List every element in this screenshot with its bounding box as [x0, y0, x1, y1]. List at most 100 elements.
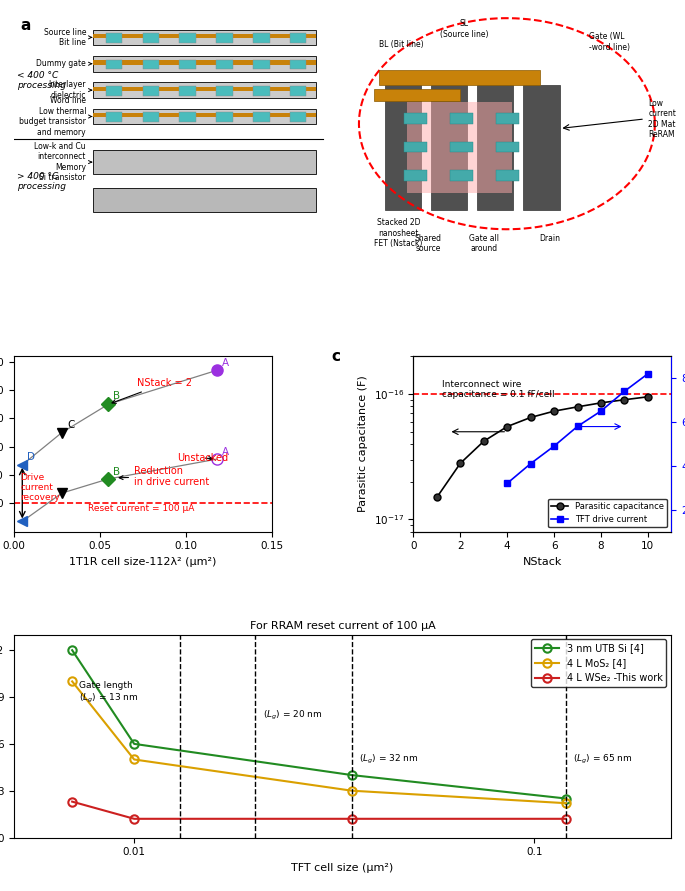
Text: c: c	[331, 349, 340, 364]
4 L WSe₂ -This work	[562, 813, 570, 824]
Text: B: B	[114, 467, 121, 478]
4 L WSe₂ -This work	[68, 797, 76, 807]
Line: 3 nm UTB Si [4]: 3 nm UTB Si [4]	[68, 646, 570, 803]
FancyBboxPatch shape	[253, 86, 269, 95]
X-axis label: NStack: NStack	[523, 557, 562, 567]
3 nm UTB Si [4]	[562, 793, 570, 804]
FancyBboxPatch shape	[379, 69, 540, 86]
FancyBboxPatch shape	[92, 113, 316, 118]
FancyBboxPatch shape	[290, 33, 306, 43]
FancyBboxPatch shape	[449, 170, 473, 181]
Legend: 3 nm UTB Si [4], 4 L MoS₂ [4], 4 L WSe₂ -This work: 3 nm UTB Si [4], 4 L MoS₂ [4], 4 L WSe₂ …	[531, 640, 667, 687]
3 nm UTB Si [4]	[68, 645, 76, 656]
Text: Interconnect wire
capacitance = 0.1 fF/cell: Interconnect wire capacitance = 0.1 fF/c…	[442, 380, 554, 399]
FancyBboxPatch shape	[105, 33, 122, 43]
FancyBboxPatch shape	[92, 109, 316, 125]
FancyBboxPatch shape	[216, 86, 233, 95]
3 nm UTB Si [4]	[348, 770, 356, 781]
FancyBboxPatch shape	[290, 86, 306, 95]
FancyBboxPatch shape	[142, 33, 159, 43]
FancyBboxPatch shape	[290, 112, 306, 122]
FancyBboxPatch shape	[179, 86, 196, 95]
FancyBboxPatch shape	[403, 113, 427, 124]
X-axis label: 1T1R cell size-112λ² (μm²): 1T1R cell size-112λ² (μm²)	[69, 557, 216, 567]
Text: Reduction
in drive current: Reduction in drive current	[119, 466, 210, 487]
FancyBboxPatch shape	[253, 33, 269, 43]
Text: Reset current = 100 μA: Reset current = 100 μA	[88, 504, 194, 513]
4 L WSe₂ -This work	[348, 813, 356, 824]
Text: Dummy gate: Dummy gate	[36, 59, 92, 69]
FancyBboxPatch shape	[179, 60, 196, 69]
Text: A: A	[222, 357, 229, 368]
Line: 4 L WSe₂ -This work: 4 L WSe₂ -This work	[68, 797, 570, 823]
Text: Stacked 2D
nanosheet
FET (Nstack): Stacked 2D nanosheet FET (Nstack)	[374, 218, 423, 249]
4 L MoS₂ [4]	[562, 797, 570, 808]
X-axis label: TFT cell size (μm²): TFT cell size (μm²)	[291, 862, 394, 873]
Text: C: C	[67, 420, 75, 429]
FancyBboxPatch shape	[92, 82, 316, 98]
Text: B: B	[114, 391, 121, 402]
Text: Drain: Drain	[539, 234, 560, 243]
Text: Shared
source: Shared source	[414, 234, 442, 253]
FancyBboxPatch shape	[105, 112, 122, 122]
FancyBboxPatch shape	[374, 89, 460, 101]
Text: Gate all
around: Gate all around	[469, 234, 499, 253]
Text: Word line
Low thermal
budget transistor
and memory: Word line Low thermal budget transistor …	[19, 96, 92, 136]
FancyBboxPatch shape	[496, 170, 519, 181]
FancyBboxPatch shape	[92, 189, 316, 212]
FancyBboxPatch shape	[407, 102, 512, 193]
4 L MoS₂ [4]	[68, 676, 76, 687]
Text: Gate (WL
-word line): Gate (WL -word line)	[589, 32, 630, 52]
FancyBboxPatch shape	[92, 150, 316, 174]
FancyBboxPatch shape	[449, 113, 473, 124]
FancyBboxPatch shape	[92, 34, 316, 38]
FancyBboxPatch shape	[477, 86, 514, 210]
Text: Unstacked: Unstacked	[177, 453, 228, 462]
FancyBboxPatch shape	[179, 33, 196, 43]
Text: $(L_g)$ = 20 nm: $(L_g)$ = 20 nm	[263, 709, 323, 723]
4 L MoS₂ [4]	[348, 785, 356, 796]
FancyBboxPatch shape	[105, 86, 122, 95]
Text: Source line
Bit line: Source line Bit line	[44, 28, 92, 47]
FancyBboxPatch shape	[142, 60, 159, 69]
FancyBboxPatch shape	[523, 86, 560, 210]
FancyBboxPatch shape	[92, 56, 316, 71]
Text: > 400 °C
processing: > 400 °C processing	[17, 172, 66, 191]
FancyBboxPatch shape	[496, 142, 519, 152]
FancyBboxPatch shape	[253, 60, 269, 69]
FancyBboxPatch shape	[92, 86, 316, 91]
Text: < 400 °C
processing: < 400 °C processing	[17, 70, 66, 90]
FancyBboxPatch shape	[92, 29, 316, 45]
FancyBboxPatch shape	[142, 86, 159, 95]
FancyBboxPatch shape	[290, 60, 306, 69]
Text: Low
current
2D Mat
ReRAM: Low current 2D Mat ReRAM	[648, 99, 676, 139]
Y-axis label: Parasitic capacitance (F): Parasitic capacitance (F)	[358, 375, 368, 512]
Text: Interlayer
dielectric: Interlayer dielectric	[49, 80, 92, 100]
Text: D: D	[27, 452, 36, 462]
FancyBboxPatch shape	[403, 142, 427, 152]
4 L WSe₂ -This work	[130, 813, 138, 824]
Line: 4 L MoS₂ [4]: 4 L MoS₂ [4]	[68, 677, 570, 807]
Text: Low-k and Cu
interconnect
Memory
Si transistor: Low-k and Cu interconnect Memory Si tran…	[34, 142, 92, 182]
FancyBboxPatch shape	[105, 60, 122, 69]
Legend: Parasitic capacitance, TFT drive current: Parasitic capacitance, TFT drive current	[548, 499, 667, 527]
4 L MoS₂ [4]	[130, 754, 138, 764]
Text: Gate length
$(L_g)$ = 13 nm: Gate length $(L_g)$ = 13 nm	[79, 681, 139, 705]
FancyBboxPatch shape	[216, 60, 233, 69]
FancyBboxPatch shape	[142, 112, 159, 122]
FancyBboxPatch shape	[253, 112, 269, 122]
Text: Drive
current
recovery: Drive current recovery	[21, 472, 60, 503]
Text: NStack = 2: NStack = 2	[112, 378, 192, 404]
FancyBboxPatch shape	[92, 61, 316, 65]
Text: a: a	[21, 18, 31, 33]
FancyBboxPatch shape	[496, 113, 519, 124]
FancyBboxPatch shape	[385, 86, 421, 210]
Text: A: A	[222, 447, 229, 457]
FancyBboxPatch shape	[403, 170, 427, 181]
Text: $(L_g)$ = 32 nm: $(L_g)$ = 32 nm	[359, 753, 419, 766]
FancyBboxPatch shape	[432, 86, 467, 210]
FancyBboxPatch shape	[179, 112, 196, 122]
3 nm UTB Si [4]	[130, 739, 138, 749]
Title: For RRAM reset current of 100 μA: For RRAM reset current of 100 μA	[249, 621, 436, 631]
Text: $(L_g)$ = 65 nm: $(L_g)$ = 65 nm	[573, 753, 633, 766]
